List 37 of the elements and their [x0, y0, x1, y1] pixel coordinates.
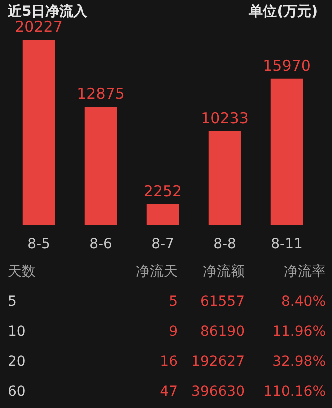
text: 11.96% — [272, 324, 326, 340]
x-tick-label: 8-8 — [214, 236, 236, 252]
x-tick-label: 8-6 — [90, 236, 113, 252]
data-label: 12875 — [77, 85, 125, 104]
chart-subtitle: 单位(万元) — [248, 4, 318, 20]
text: 天数 — [8, 264, 36, 280]
text: 净流率 — [284, 264, 326, 280]
bar — [270, 78, 304, 225]
text: 47 — [160, 384, 178, 400]
text: 净流天 — [136, 264, 178, 280]
text: 8.40% — [282, 294, 326, 310]
text: 9 — [169, 324, 178, 340]
text: 110.16% — [264, 384, 326, 400]
text: 净流额 — [203, 264, 245, 280]
text: 192627 — [192, 354, 245, 370]
text: 20 — [8, 354, 26, 370]
text: 86190 — [200, 324, 245, 340]
text: 5 — [8, 294, 17, 310]
text: 32.98% — [272, 354, 326, 370]
text: 5 — [169, 294, 178, 310]
data-label: 2252 — [144, 182, 182, 200]
chart-title: 近5日净流入 — [7, 3, 89, 20]
text: 16 — [160, 354, 178, 370]
data-label: 20227 — [15, 18, 63, 36]
x-tick-label: 8-11 — [271, 236, 303, 252]
data-label: 10233 — [201, 109, 249, 128]
text: 10 — [8, 324, 26, 340]
text: 61557 — [200, 294, 245, 310]
data-label: 15970 — [263, 56, 311, 75]
bar — [22, 40, 56, 225]
x-tick-label: 8-7 — [152, 236, 174, 252]
bar — [208, 131, 242, 225]
text: 396630 — [192, 384, 245, 400]
bar — [146, 204, 180, 225]
text: 60 — [8, 384, 26, 400]
x-tick-label: 8-5 — [28, 236, 50, 252]
bar — [84, 107, 118, 225]
